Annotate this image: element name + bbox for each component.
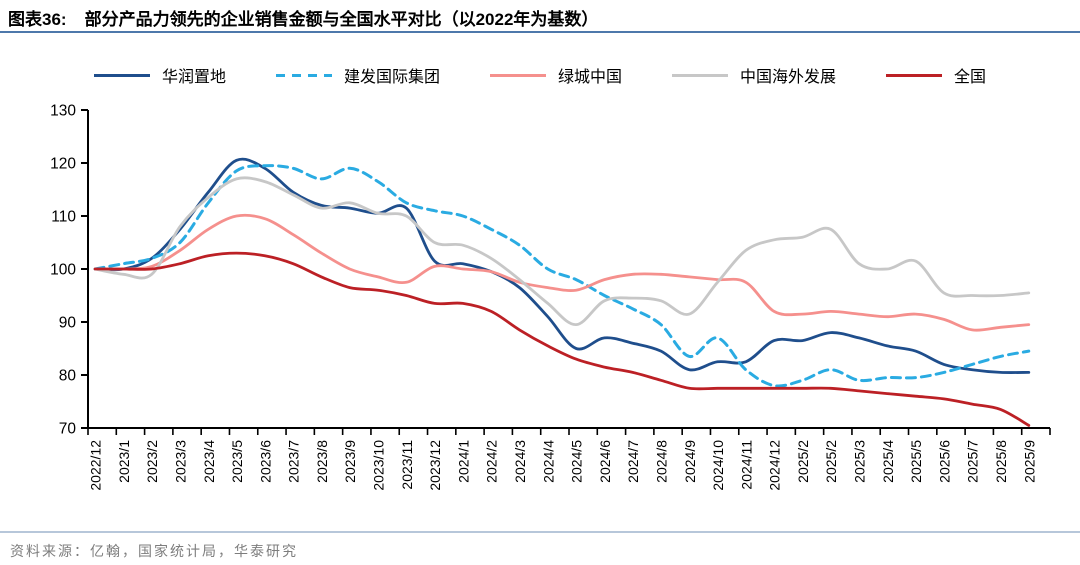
x-tick-label: 2024/12: [767, 440, 783, 491]
x-tick-label: 2023/11: [399, 440, 415, 490]
x-tick-label: 2024/3: [512, 440, 528, 483]
x-tick-label: 2023/8: [314, 440, 330, 483]
x-tick-label: 2024/8: [653, 440, 669, 483]
x-tick-label: 2024/10: [710, 440, 726, 491]
y-tick-label: 100: [50, 262, 76, 279]
series-line-全国: [93, 251, 1031, 427]
series-line-华润置地: [93, 157, 1031, 374]
x-tick-label: 2023/1: [116, 440, 132, 483]
axis-lines: [87, 110, 1050, 429]
x-tick-label: 2023/6: [257, 440, 273, 483]
y-tick-label: 120: [50, 156, 76, 173]
figure-label: 图表36:: [8, 10, 67, 29]
series-line-建发国际集团: [93, 164, 1031, 388]
x-tick-label: 2025/2: [823, 440, 839, 483]
y-tick-label: 80: [59, 368, 77, 385]
x-tick-label: 2025/8: [993, 440, 1009, 483]
footer-divider: [0, 531, 1080, 533]
source-note: 资料来源：亿翰，国家统计局，华泰研究: [10, 545, 298, 560]
x-tick-label: 2023/9: [342, 440, 358, 483]
legend-line-sample: [489, 73, 546, 77]
legend-dashed-line-sample: [275, 73, 332, 77]
figure-title: 部分产品力领先的企业销售金额与全国水平对比（以2022年为基数）: [84, 10, 599, 29]
x-tick-label: 2023/4: [201, 440, 217, 483]
legend-item: 全国: [886, 63, 986, 87]
x-tick-label: 2023/5: [229, 440, 245, 483]
x-tick-label: 2023/7: [286, 440, 302, 483]
header-divider: [0, 31, 1080, 33]
x-tick-label: 2024/4: [540, 440, 556, 483]
legend-label: 全国: [954, 69, 987, 86]
legend-item: 中国海外发展: [672, 63, 836, 87]
x-tick-label: 2025/2: [795, 440, 811, 483]
x-tick-label: 2024/2: [484, 440, 500, 483]
legend-line-sample: [93, 73, 150, 77]
x-tick-label: 2025/9: [1021, 440, 1037, 483]
x-tick-label: 2025/3: [852, 440, 868, 483]
x-tick-label: 2025/6: [936, 440, 952, 483]
x-tick-label: 2023/2: [144, 440, 160, 483]
legend-line-sample: [672, 73, 728, 77]
chart-header: 图表36: 部分产品力领先的企业销售金额与全国水平对比（以2022年为基数）: [8, 5, 598, 30]
x-tick-label: 2024/1: [455, 440, 471, 483]
x-tick-label: 2025/5: [908, 440, 924, 483]
legend-item: 建发国际集团: [275, 63, 440, 87]
x-tick-label: 2024/11: [738, 440, 754, 490]
y-tick-label: 130: [50, 103, 76, 120]
x-tick-label: 2022/12: [88, 440, 104, 491]
y-tick-label: 70: [59, 421, 77, 438]
chart-canvas: 70 80 90 100 110 120 130 2022/12 2023/1 2023/2 202…: [50, 103, 1051, 491]
legend-item: 华润置地: [93, 63, 226, 87]
x-tick-label: 2024/6: [597, 440, 613, 483]
legend-item: 绿城中国: [489, 63, 622, 87]
x-tick-label: 2024/7: [625, 440, 641, 483]
x-tick-label: 2023/12: [427, 440, 443, 491]
y-tick-label: 90: [59, 315, 77, 332]
legend-label: 建发国际集团: [343, 69, 440, 86]
series-line-中国海外发展: [93, 176, 1031, 326]
x-tick-label: 2023/3: [172, 440, 188, 483]
x-tick-label: 2023/10: [371, 440, 387, 491]
x-tick-label: 2025/7: [965, 440, 981, 483]
legend-label: 华润置地: [161, 69, 226, 86]
x-tick-label: 2024/9: [682, 440, 698, 483]
chart-legend: 华润置地 建发国际集团 绿城中国 中国海外发展 全国: [0, 63, 1080, 87]
series-line-绿城中国: [93, 213, 1031, 332]
x-tick-label: 2024/5: [569, 440, 585, 483]
y-tick-label: 110: [51, 209, 76, 226]
legend-label: 绿城中国: [557, 69, 622, 86]
legend-line-sample: [886, 73, 943, 77]
x-tick-label: 2025/4: [880, 440, 896, 483]
legend-label: 中国海外发展: [740, 69, 837, 86]
